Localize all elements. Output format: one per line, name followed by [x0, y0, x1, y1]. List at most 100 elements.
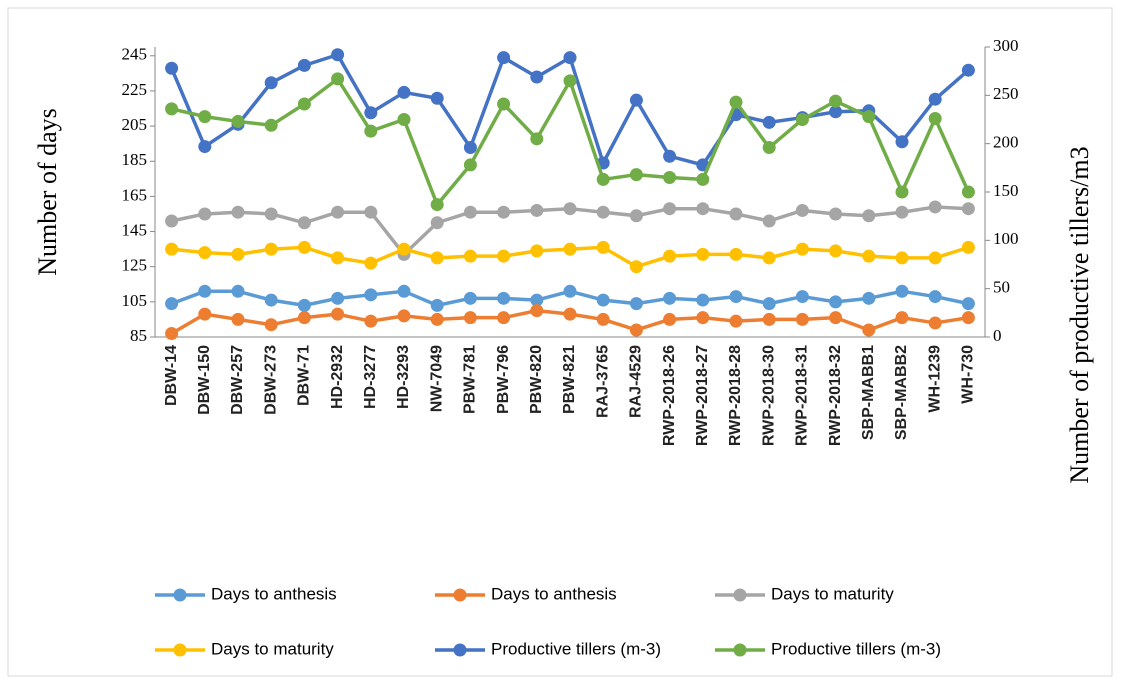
legend-label: Days to anthesis — [491, 584, 617, 603]
point — [397, 113, 411, 126]
point — [364, 205, 378, 219]
x-tick-label: PBW-796 — [495, 345, 512, 414]
legend-marker — [173, 643, 187, 657]
point — [364, 288, 378, 302]
x-tick-label: RWP-2018-27 — [694, 345, 711, 446]
x-tick-label: DBW-71 — [296, 345, 313, 406]
x-tick-label: PBW-820 — [528, 345, 545, 414]
y-axis-title: Number of days — [33, 108, 62, 276]
x-tick-label: RWP-2018-30 — [760, 345, 777, 446]
point — [530, 70, 544, 84]
point — [596, 293, 610, 307]
point — [729, 247, 743, 261]
point — [530, 304, 544, 318]
point — [497, 205, 511, 219]
point — [862, 209, 876, 223]
point — [729, 95, 743, 109]
point — [961, 311, 975, 325]
y2-tick-label: 150 — [993, 181, 1019, 200]
y-tick-label: 145 — [122, 220, 148, 239]
point — [596, 205, 610, 219]
point — [463, 141, 477, 155]
point — [297, 311, 311, 325]
point — [430, 312, 444, 326]
point — [729, 314, 743, 328]
point — [430, 91, 444, 105]
point — [629, 209, 643, 223]
point — [463, 249, 477, 263]
point — [331, 251, 345, 265]
point — [663, 249, 677, 263]
y-tick-label: 105 — [122, 291, 148, 310]
point — [729, 290, 743, 304]
point — [696, 311, 710, 325]
point — [895, 135, 909, 149]
point — [165, 61, 179, 75]
legend-marker — [453, 643, 467, 657]
point — [563, 307, 577, 321]
point — [497, 249, 511, 263]
point — [331, 205, 345, 219]
point — [297, 240, 311, 254]
point — [264, 293, 278, 307]
y-tick-label: 225 — [122, 80, 148, 99]
point — [297, 216, 311, 230]
point — [165, 242, 179, 256]
point — [297, 58, 311, 72]
point — [928, 251, 942, 265]
point — [264, 318, 278, 332]
point — [497, 97, 511, 111]
point — [629, 93, 643, 107]
point — [961, 63, 975, 77]
point — [795, 113, 809, 126]
point — [397, 284, 411, 298]
point — [264, 207, 278, 221]
point — [762, 312, 776, 326]
point — [364, 106, 378, 120]
x-tick-label: PBW-821 — [561, 345, 578, 414]
y-tick-label: 85 — [130, 326, 147, 345]
x-tick-label: HD-2932 — [329, 345, 346, 409]
legend-label: Productive tillers (m-3) — [491, 639, 661, 658]
x-tick-label: RAJ-4529 — [628, 345, 645, 418]
point — [629, 168, 643, 182]
point — [829, 295, 843, 309]
y2-tick-label: 50 — [993, 278, 1010, 297]
point — [364, 314, 378, 328]
x-tick-label: DBW-14 — [163, 345, 180, 406]
point — [795, 242, 809, 256]
x-tick-label: WH-730 — [960, 345, 977, 404]
point — [463, 158, 477, 172]
point — [563, 51, 577, 65]
point — [231, 114, 245, 128]
point — [862, 249, 876, 263]
point — [165, 102, 179, 116]
y2-tick-label: 250 — [993, 84, 1019, 103]
point — [297, 298, 311, 312]
point — [198, 246, 212, 260]
point — [331, 72, 345, 86]
legend-label: Productive tillers (m-3) — [771, 639, 941, 658]
point — [463, 311, 477, 325]
point — [430, 251, 444, 265]
point — [463, 291, 477, 305]
point — [231, 247, 245, 261]
point — [530, 293, 544, 307]
point — [364, 124, 378, 138]
point — [663, 171, 677, 184]
point — [198, 307, 212, 321]
point — [762, 214, 776, 228]
x-tick-label: RAJ-3765 — [594, 345, 611, 418]
point — [961, 185, 975, 199]
x-tick-label: RWP-2018-32 — [827, 345, 844, 446]
y2-tick-label: 200 — [993, 133, 1019, 152]
point — [928, 200, 942, 214]
point — [364, 256, 378, 270]
point — [430, 298, 444, 312]
y2-tick-label: 0 — [993, 326, 1002, 345]
point — [430, 216, 444, 230]
x-tick-label: WH-1239 — [926, 345, 943, 413]
point — [961, 202, 975, 216]
point — [928, 316, 942, 330]
point — [331, 291, 345, 305]
